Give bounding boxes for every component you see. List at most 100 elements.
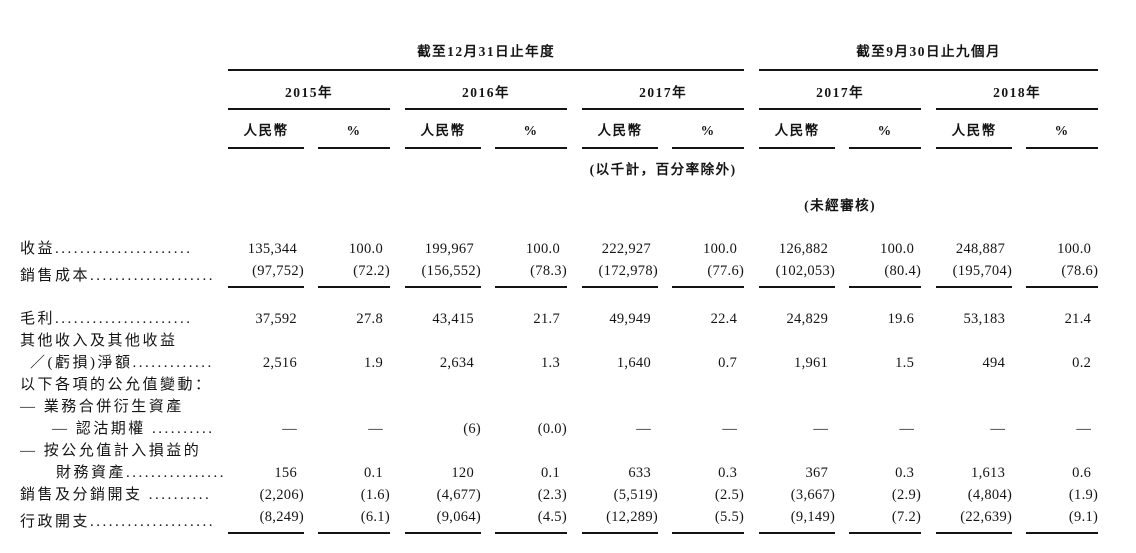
value-cell: — xyxy=(813,421,829,437)
percent-header: % xyxy=(672,109,745,149)
spacer-cell xyxy=(921,287,936,330)
value-cell xyxy=(936,396,1012,418)
spacer-cell xyxy=(658,109,672,148)
spacer-cell xyxy=(921,374,936,396)
value-cell: (0.0) xyxy=(537,421,567,437)
value-cell: 27.8 xyxy=(356,311,383,327)
currency-header: 人民幣 xyxy=(582,109,658,149)
value-cell: 0.1 xyxy=(363,465,383,481)
value-cell: — xyxy=(1076,421,1092,437)
value-cell xyxy=(759,330,835,352)
spacer-cell xyxy=(567,396,582,418)
spacer-cell xyxy=(658,506,672,533)
spacer-cell xyxy=(567,462,582,484)
spacer-cell xyxy=(658,330,672,352)
period-group-header-annual: 截至12月31日止年度 xyxy=(228,40,745,71)
spacer-cell xyxy=(481,506,495,533)
spacer-cell xyxy=(1012,287,1026,330)
spacer-cell xyxy=(481,330,495,352)
spacer-cell xyxy=(304,287,318,330)
unaudited-note-row: (未經審核) xyxy=(20,178,1098,228)
value-cell: 135,344 xyxy=(247,241,297,257)
spacer-cell xyxy=(1012,506,1026,533)
spacer-cell xyxy=(835,484,849,506)
value-cell xyxy=(849,330,921,352)
value-cell: (195,704) xyxy=(936,260,1013,288)
value-cell: 0.6 xyxy=(1072,465,1092,481)
value-cell xyxy=(582,440,658,462)
value-cell: 1.5 xyxy=(895,355,915,371)
value-cell xyxy=(1026,440,1098,462)
value-cell: 21.7 xyxy=(533,311,560,327)
spacer-cell xyxy=(481,352,495,374)
spacer-cell xyxy=(304,228,318,260)
value-cell: (6.1) xyxy=(318,506,390,534)
spacer-cell xyxy=(921,228,936,260)
value-cell xyxy=(495,330,567,352)
spacer-cell xyxy=(567,352,582,374)
value-cell xyxy=(228,440,304,462)
value-cell: 53,183 xyxy=(963,311,1006,327)
spacer-cell xyxy=(744,352,759,374)
units-note: (以千計，百分率除外) xyxy=(589,162,737,177)
spacer-cell xyxy=(921,352,936,374)
percent-header: % xyxy=(495,109,567,149)
value-cell: (77.6) xyxy=(672,260,745,288)
value-cell xyxy=(318,374,390,396)
spacer-cell xyxy=(835,506,849,533)
value-cell xyxy=(1026,330,1098,352)
group-header-row: 截至12月31日止年度 截至9月30日止九個月 xyxy=(20,40,1099,71)
year-header-2016: 2016年 xyxy=(405,70,567,110)
value-cell xyxy=(582,330,658,352)
spacer-cell xyxy=(658,440,672,462)
spacer-cell xyxy=(744,330,759,352)
value-cell: 100.0 xyxy=(880,241,915,257)
row-label: — 認沽期權 .......... xyxy=(52,421,215,437)
table-row: 財務資產................ 156 0.1 120 0.1 633 0.3 36… xyxy=(20,462,1098,484)
value-cell: 199,967 xyxy=(424,241,474,257)
value-cell: 21.4 xyxy=(1064,311,1092,327)
spacer-cell xyxy=(744,374,759,396)
spacer-cell xyxy=(744,148,1098,178)
row-label: — 業務合併衍生資產 xyxy=(20,399,184,415)
value-cell: 100.0 xyxy=(703,241,738,257)
spacer-cell xyxy=(835,260,849,287)
spacer-cell xyxy=(1012,330,1026,352)
year-header-2017: 2017年 xyxy=(582,70,745,110)
value-cell: (22,639) xyxy=(936,506,1013,534)
value-cell xyxy=(936,440,1012,462)
value-cell: — xyxy=(722,421,738,437)
value-cell xyxy=(672,396,744,418)
value-cell: (80.4) xyxy=(849,260,922,288)
value-cell xyxy=(1026,374,1098,396)
value-cell: (2.3) xyxy=(537,487,567,503)
row-label: — 按公允值計入損益的 xyxy=(20,443,202,459)
value-cell: (8,249) xyxy=(228,506,304,534)
spacer-cell xyxy=(1012,396,1026,418)
spacer-cell xyxy=(390,440,405,462)
value-cell: (1.9) xyxy=(1068,487,1099,503)
spacer-cell xyxy=(744,484,759,506)
spacer-cell xyxy=(835,330,849,352)
value-cell: (97,752) xyxy=(228,260,304,288)
value-cell: (4,804) xyxy=(967,487,1013,503)
value-cell: — xyxy=(282,421,297,437)
spacer-cell xyxy=(921,484,936,506)
spacer-cell xyxy=(744,440,759,462)
spacer-cell xyxy=(20,40,228,70)
spacer-cell xyxy=(835,462,849,484)
spacer-cell xyxy=(481,109,495,148)
spacer-cell xyxy=(921,330,936,352)
spacer-cell xyxy=(567,228,582,260)
spacer-cell xyxy=(20,109,228,148)
row-label: ／(虧損)淨額............. xyxy=(30,355,214,371)
spacer-cell xyxy=(390,352,405,374)
table-body: 收益...................... 135,344 100.0 199,… xyxy=(20,228,1099,534)
value-cell xyxy=(672,440,744,462)
value-cell xyxy=(582,374,658,396)
value-cell: 633 xyxy=(628,465,651,481)
value-cell: (4.5) xyxy=(495,506,567,534)
value-cell xyxy=(582,396,658,418)
value-cell: (12,289) xyxy=(582,506,658,534)
spacer-cell xyxy=(658,462,672,484)
